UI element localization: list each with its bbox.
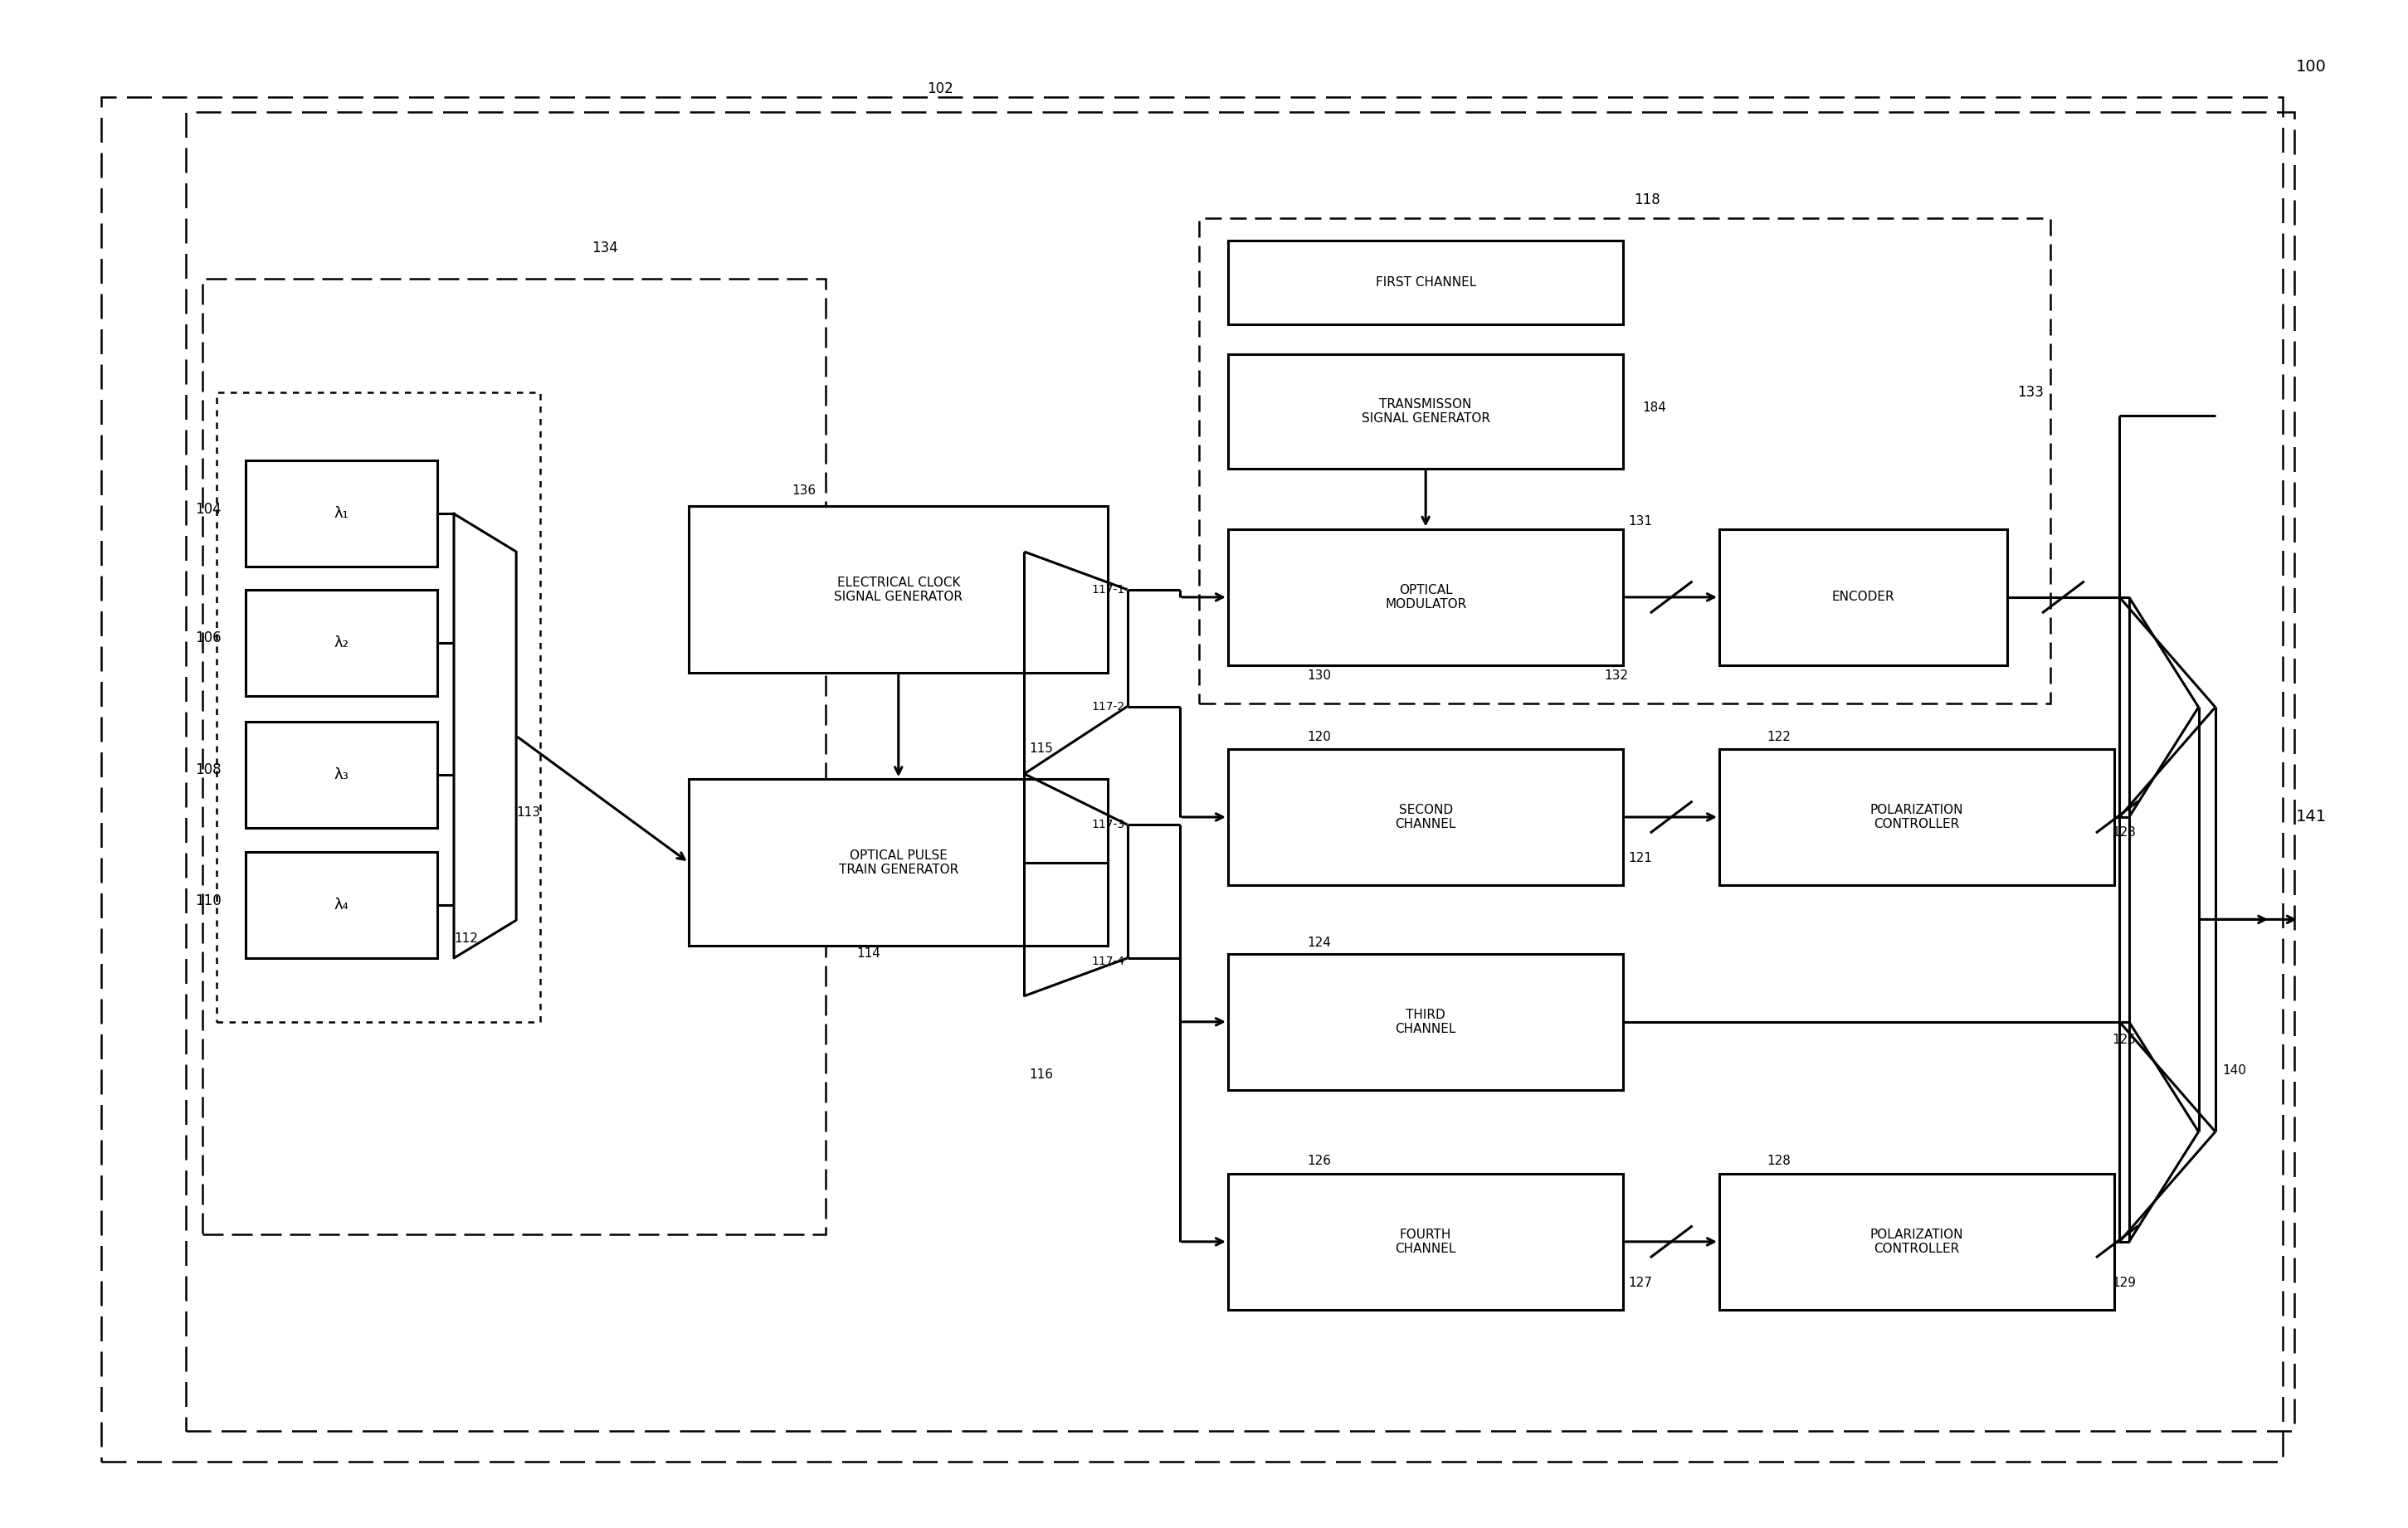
Text: 116: 116 (1028, 1068, 1052, 1082)
Text: 108: 108 (195, 762, 222, 778)
Text: FOURTH
CHANNEL: FOURTH CHANNEL (1394, 1229, 1457, 1254)
Text: ELECTRICAL CLOCK
SIGNAL GENERATOR: ELECTRICAL CLOCK SIGNAL GENERATOR (833, 576, 963, 604)
Text: 117-4: 117-4 (1091, 955, 1125, 967)
Text: 122: 122 (1767, 730, 1792, 743)
Text: 102: 102 (927, 81, 954, 96)
Text: POLARIZATION
CONTROLLER: POLARIZATION CONTROLLER (1871, 804, 1963, 831)
Bar (1228, 529, 1623, 665)
Bar (246, 590, 438, 695)
Bar (1228, 953, 1623, 1089)
Text: 129: 129 (2112, 1276, 2136, 1288)
Text: 125: 125 (2112, 1034, 2136, 1047)
Text: 115: 115 (1028, 743, 1052, 755)
Text: 131: 131 (1628, 515, 1652, 527)
Bar (1228, 1174, 1623, 1309)
Text: 100: 100 (2295, 58, 2326, 75)
Bar (1199, 219, 2049, 703)
Bar (689, 779, 1108, 946)
Text: 104: 104 (195, 501, 222, 516)
Bar (1719, 529, 2006, 665)
Text: TRANSMISSON
SIGNAL GENERATOR: TRANSMISSON SIGNAL GENERATOR (1361, 397, 1491, 425)
Bar (246, 853, 438, 958)
Text: SECOND
CHANNEL: SECOND CHANNEL (1394, 804, 1457, 831)
Text: 123: 123 (2112, 827, 2136, 839)
Text: 106: 106 (195, 631, 222, 646)
Bar (1228, 241, 1623, 324)
Text: 127: 127 (1628, 1276, 1652, 1288)
Text: 184: 184 (1642, 402, 1666, 414)
Text: ENCODER: ENCODER (1832, 591, 1895, 604)
Text: λ₃: λ₃ (335, 767, 349, 782)
Text: 120: 120 (1308, 730, 1332, 743)
Text: 121: 121 (1628, 851, 1652, 865)
Text: 117-2: 117-2 (1091, 700, 1125, 712)
Text: 110: 110 (195, 892, 222, 908)
Text: 113: 113 (515, 807, 539, 819)
Text: λ₁: λ₁ (335, 506, 349, 521)
Text: 126: 126 (1308, 1155, 1332, 1167)
Text: 128: 128 (1767, 1155, 1792, 1167)
Bar (246, 721, 438, 828)
Bar (1228, 354, 1623, 468)
Bar (185, 112, 2295, 1432)
Text: 134: 134 (592, 241, 619, 255)
Text: λ₂: λ₂ (335, 636, 349, 649)
Bar (246, 461, 438, 567)
Text: 124: 124 (1308, 937, 1332, 949)
Text: POLARIZATION
CONTROLLER: POLARIZATION CONTROLLER (1871, 1229, 1963, 1254)
Text: λ₄: λ₄ (335, 897, 349, 912)
Bar (202, 278, 826, 1235)
Text: 132: 132 (1604, 669, 1628, 683)
Text: 118: 118 (1635, 193, 1662, 208)
Text: 140: 140 (2223, 1063, 2247, 1077)
Text: 136: 136 (792, 484, 816, 497)
Text: OPTICAL
MODULATOR: OPTICAL MODULATOR (1385, 584, 1466, 611)
Bar (1228, 749, 1623, 885)
Text: 133: 133 (2018, 385, 2044, 400)
Bar (217, 393, 539, 1022)
Text: 141: 141 (2295, 810, 2326, 825)
Text: 112: 112 (453, 932, 477, 944)
Text: 117-1: 117-1 (1091, 584, 1125, 596)
Text: 130: 130 (1308, 669, 1332, 683)
Text: THIRD
CHANNEL: THIRD CHANNEL (1394, 1008, 1457, 1036)
Text: OPTICAL PULSE
TRAIN GENERATOR: OPTICAL PULSE TRAIN GENERATOR (838, 850, 958, 876)
Text: 117-3: 117-3 (1091, 819, 1125, 830)
Bar (1719, 749, 2114, 885)
Text: FIRST CHANNEL: FIRST CHANNEL (1375, 277, 1476, 289)
Bar (689, 506, 1108, 672)
Bar (1719, 1174, 2114, 1309)
Text: 114: 114 (857, 947, 881, 960)
